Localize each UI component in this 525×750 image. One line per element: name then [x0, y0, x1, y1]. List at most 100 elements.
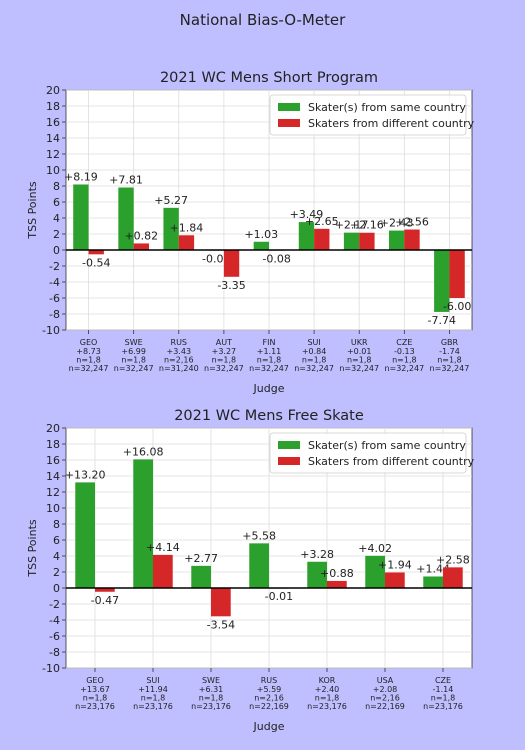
bar-same-country [388, 230, 405, 250]
y-tick-label: -6 [49, 292, 60, 305]
x-tick-detail: -0.13 [394, 347, 415, 356]
x-tick-detail: n=23,176 [75, 702, 115, 711]
y-tick-label: -2 [49, 260, 60, 273]
legend-entry: Skater(s) from same country [308, 439, 466, 452]
x-tick-label: CZE [396, 338, 412, 347]
y-tick-label: 14 [46, 470, 60, 483]
bar-value-label: +2.77 [184, 552, 218, 565]
x-tick-label: FIN [263, 338, 276, 347]
x-tick-detail: n=2,16 [254, 694, 284, 703]
x-tick-detail: -1.14 [433, 685, 454, 694]
x-tick-label: SWE [125, 338, 143, 347]
bar-different-country [449, 250, 465, 298]
bar-same-country [298, 222, 315, 250]
y-tick-label: 0 [53, 244, 60, 257]
bar-value-label: +2.17 [335, 219, 369, 232]
bar-same-country [163, 207, 179, 250]
bar-value-label: -0.08 [202, 253, 230, 266]
x-tick-detail: n=23,176 [423, 702, 463, 711]
x-tick-detail: +2.08 [373, 685, 398, 694]
y-tick-label: 18 [46, 438, 60, 451]
y-tick-label: 4 [53, 212, 60, 225]
y-tick-label: -6 [49, 630, 60, 643]
x-tick-detail: +5.59 [257, 685, 282, 694]
free-skate-chart: 2021 WC Mens Free Skate -10 -8 -6 -4 -2 0 2 4 6 8 1… [26, 408, 475, 733]
y-tick-label: -10 [42, 662, 60, 675]
bar-value-label: +0.82 [124, 229, 158, 242]
bar-value-label: +4.02 [358, 542, 392, 555]
bar-value-label: -3.35 [217, 279, 245, 292]
bar-same-country [307, 561, 327, 588]
x-tick-detail: n=1,8 [437, 356, 462, 365]
x-tick-detail: n=1,8 [121, 356, 146, 365]
x-tick-detail: n=32,247 [69, 364, 109, 373]
x-tick-detail: n=2,16 [164, 356, 194, 365]
x-tick-detail: +0.01 [347, 347, 372, 356]
x-tick-label: RUS [171, 338, 188, 347]
chart-title: 2021 WC Mens Short Program [160, 70, 378, 86]
y-tick-label: 6 [53, 196, 60, 209]
x-tick-detail: n=32,247 [339, 364, 379, 373]
bar-value-label: -6.00 [443, 300, 471, 313]
x-tick-detail: n=1,8 [76, 356, 101, 365]
x-tick-detail: n=1,8 [212, 356, 237, 365]
bar-different-country [443, 567, 463, 588]
x-tick-label: SWE [202, 676, 220, 685]
y-tick-label: -8 [49, 308, 60, 321]
x-tick-detail: +2.40 [315, 685, 340, 694]
bar-value-label: -0.54 [82, 256, 110, 269]
x-tick-detail: n=32,247 [204, 364, 244, 373]
bar-different-country [153, 554, 173, 588]
bar-value-label: -3.54 [207, 618, 235, 631]
y-tick-label: 14 [46, 132, 60, 145]
y-tick-label: -8 [49, 646, 60, 659]
bar-value-label: +1.44 [416, 562, 450, 575]
x-tick-detail: n=2,16 [370, 694, 400, 703]
bar-value-label: -0.08 [262, 253, 290, 266]
bar-value-label: +5.58 [242, 529, 276, 542]
x-tick-label: GBR [441, 338, 459, 347]
y-tick-label: 10 [46, 502, 60, 515]
legend-entry: Skaters from different country [308, 455, 475, 468]
x-tick-detail: n=32,247 [249, 364, 289, 373]
bar-different-country [95, 588, 115, 592]
bar-value-label: +16.08 [123, 445, 164, 458]
bar-value-label: +5.27 [154, 194, 188, 207]
x-axis-label: Judge [253, 720, 285, 733]
y-tick-label: 4 [53, 550, 60, 563]
x-tick-detail: +11.94 [138, 685, 168, 694]
y-tick-label: -4 [49, 276, 60, 289]
x-tick-detail: n=1,8 [302, 356, 327, 365]
y-tick-label: 10 [46, 164, 60, 177]
y-tick-label: 0 [53, 582, 60, 595]
bar-value-label: +3.28 [300, 548, 334, 561]
x-tick-detail: +6.99 [121, 347, 146, 356]
x-tick-detail: n=1,8 [83, 694, 108, 703]
bar-value-label: +4.14 [146, 541, 180, 554]
x-tick-detail: n=32,247 [294, 364, 334, 373]
bar-value-label: -7.74 [428, 314, 456, 327]
x-tick-detail: n=1,8 [315, 694, 340, 703]
bar-value-label: -0.01 [265, 590, 293, 603]
y-tick-label: -2 [49, 598, 60, 611]
y-tick-label: 12 [46, 486, 60, 499]
x-tick-label: GEO [80, 338, 98, 347]
x-tick-detail: +3.27 [212, 347, 237, 356]
x-tick-label: GEO [86, 676, 104, 685]
bar-value-label: +1.84 [170, 221, 204, 234]
y-tick-label: 2 [53, 566, 60, 579]
bar-value-label: +3.49 [290, 208, 324, 221]
bar-different-country [211, 588, 231, 617]
x-tick-detail: +8.73 [76, 347, 101, 356]
x-tick-detail: n=31,240 [159, 364, 199, 373]
y-tick-label: 6 [53, 534, 60, 547]
x-tick-detail: +0.84 [302, 347, 327, 356]
y-tick-label: 8 [53, 180, 60, 193]
x-tick-label: USA [377, 676, 394, 685]
x-tick-detail: -1.74 [439, 347, 460, 356]
bar-different-country [359, 232, 375, 250]
bar-same-country [343, 232, 360, 250]
bar-different-country [404, 229, 420, 250]
x-tick-detail: +6.31 [199, 685, 224, 694]
